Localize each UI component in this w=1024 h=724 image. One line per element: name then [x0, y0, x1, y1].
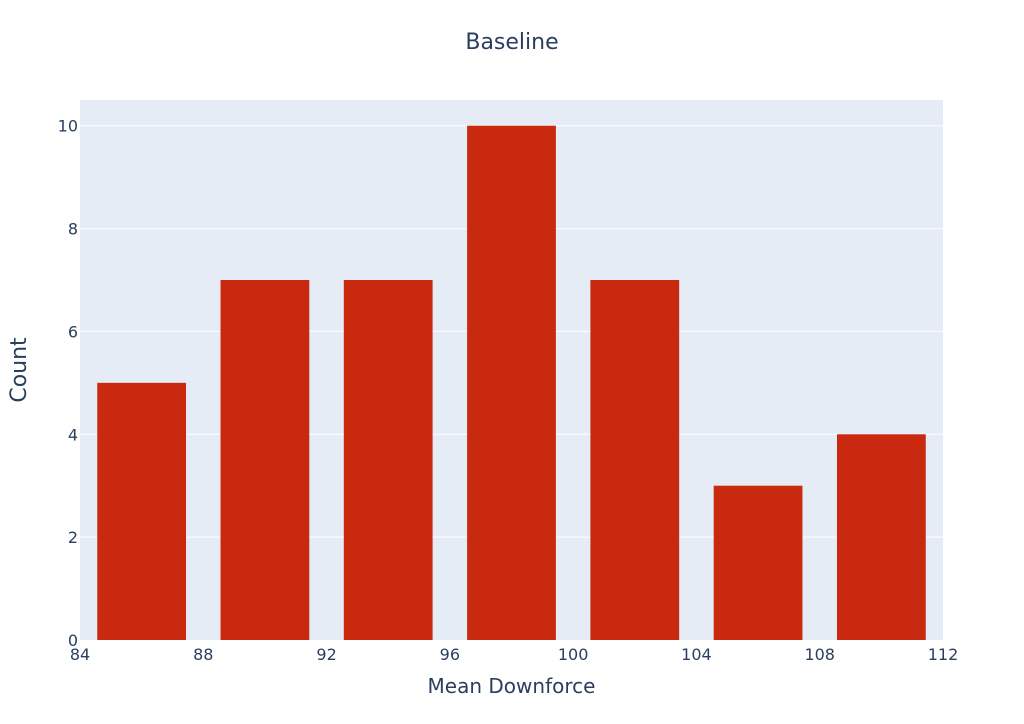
y-tick-label: 2: [68, 528, 78, 547]
x-tick-label: 104: [681, 645, 712, 664]
histogram-bar[interactable]: [713, 485, 803, 640]
x-axis-title: Mean Downforce: [428, 674, 596, 698]
x-tick-label: 96: [440, 645, 460, 664]
histogram-bar[interactable]: [343, 280, 433, 640]
x-tick-label: 92: [316, 645, 336, 664]
histogram-bar[interactable]: [590, 280, 680, 640]
bars: [97, 125, 926, 640]
chart-title: Baseline: [465, 30, 558, 55]
y-tick-label: 4: [68, 425, 78, 444]
histogram-bar[interactable]: [836, 434, 926, 640]
histogram-bar[interactable]: [97, 382, 187, 640]
histogram-bar[interactable]: [220, 280, 310, 640]
x-tick-label: 112: [928, 645, 959, 664]
x-tick-label: 108: [804, 645, 835, 664]
x-tick-label: 100: [558, 645, 589, 664]
y-tick-label: 10: [58, 117, 78, 136]
y-axis-title: Count: [7, 337, 32, 403]
y-tick-label: 8: [68, 220, 78, 239]
y-tick-label: 6: [68, 322, 78, 341]
y-axis-ticks: 0 2 4 6 8 10: [58, 117, 78, 650]
x-axis-ticks: 84 88 92 96 100 104 108 112: [70, 645, 958, 664]
x-tick-label: 88: [193, 645, 213, 664]
histogram-bar[interactable]: [467, 125, 556, 640]
y-tick-label: 0: [68, 631, 78, 650]
x-tick-label: 84: [70, 645, 90, 664]
